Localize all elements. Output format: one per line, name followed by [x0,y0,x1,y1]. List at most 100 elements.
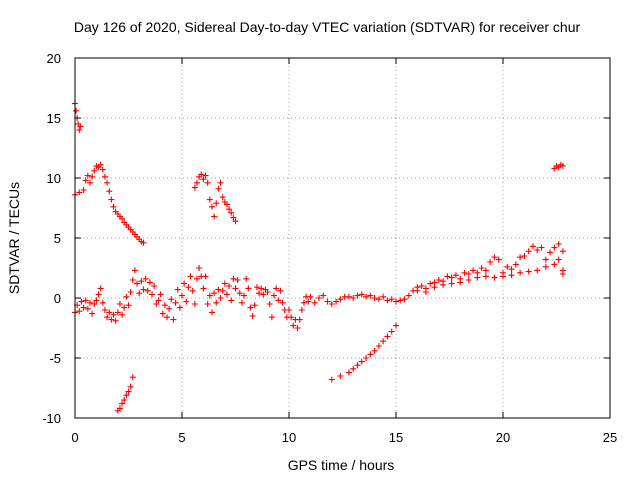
data-point [431,284,438,291]
y-tick-label: 20 [47,51,61,66]
data-point [99,299,106,306]
data-point [517,269,524,276]
data-point [508,272,515,279]
data-point [333,298,340,305]
y-axis-title: SDTVAR / TECUs [6,182,22,294]
data-point [106,309,113,316]
data-point [345,369,352,376]
data-point [249,313,256,319]
data-point [215,286,222,293]
data-point [465,271,472,277]
data-point [525,268,532,275]
data-point [213,299,220,306]
data-point [187,273,194,280]
data-point [384,333,391,340]
data-point [196,265,203,271]
x-tick-label: 10 [282,430,296,445]
data-point [206,292,213,299]
y-tick-label: 10 [47,171,61,186]
data-point [345,293,352,300]
data-point [452,272,459,279]
data-point [89,310,96,317]
data-point [371,295,378,301]
data-point [555,256,562,263]
data-point [95,291,102,298]
data-point [414,287,421,294]
data-point [204,179,211,186]
data-point [538,244,545,251]
data-point [202,172,209,179]
data-point [427,280,434,287]
data-point [82,297,89,304]
y-tick-label: -5 [49,351,61,366]
data-point [559,163,566,169]
data-point [213,200,220,207]
data-point [217,179,224,186]
data-point [529,243,536,250]
data-point [144,287,151,294]
data-point [223,291,230,298]
data-point [482,273,489,280]
data-point [350,295,357,301]
data-point [200,176,207,183]
data-point [444,273,451,280]
data-point [181,280,188,287]
data-point [375,343,382,349]
data-point [219,287,226,294]
data-point [388,328,395,335]
data-point [86,299,93,306]
data-point [76,308,83,315]
data-point [337,296,344,303]
data-point [129,374,136,381]
x-tick-label: 20 [496,430,510,445]
data-point [388,296,395,303]
data-point [547,249,554,256]
data-point [305,298,312,305]
data-point [114,309,121,316]
data-point [288,314,295,321]
data-point [228,297,235,304]
data-point [238,299,245,306]
data-point [525,248,532,255]
data-point [500,273,506,280]
data-point [119,215,126,222]
data-point [478,265,485,271]
data-point [241,292,248,299]
data-point [470,267,477,274]
data-point [193,275,200,282]
data-point [337,373,344,379]
data-point [418,283,425,289]
data-point [294,325,301,331]
data-point [315,295,322,301]
data-point [119,311,126,318]
data-point [354,292,361,299]
data-point [371,347,378,354]
data-point [542,256,549,263]
data-point [101,173,108,180]
data-point [76,127,83,133]
data-point [223,201,230,208]
data-point [200,285,207,292]
data-point [465,277,472,283]
data-point [517,254,524,261]
data-point [174,286,181,293]
data-point [375,296,382,303]
data-point [134,280,141,287]
y-tick-label: -10 [42,411,61,426]
data-point [138,278,145,285]
data-point [159,310,166,317]
data-point [142,275,149,282]
data-point [491,274,498,281]
data-point [84,305,91,312]
data-point [183,298,190,305]
data-point [149,291,156,298]
data-point [166,305,173,312]
data-point [401,296,408,303]
data-point [208,309,215,316]
data-point [168,296,175,303]
data-point [104,179,111,186]
data-point [185,284,192,291]
data-point [204,301,211,307]
data-point [191,301,198,307]
